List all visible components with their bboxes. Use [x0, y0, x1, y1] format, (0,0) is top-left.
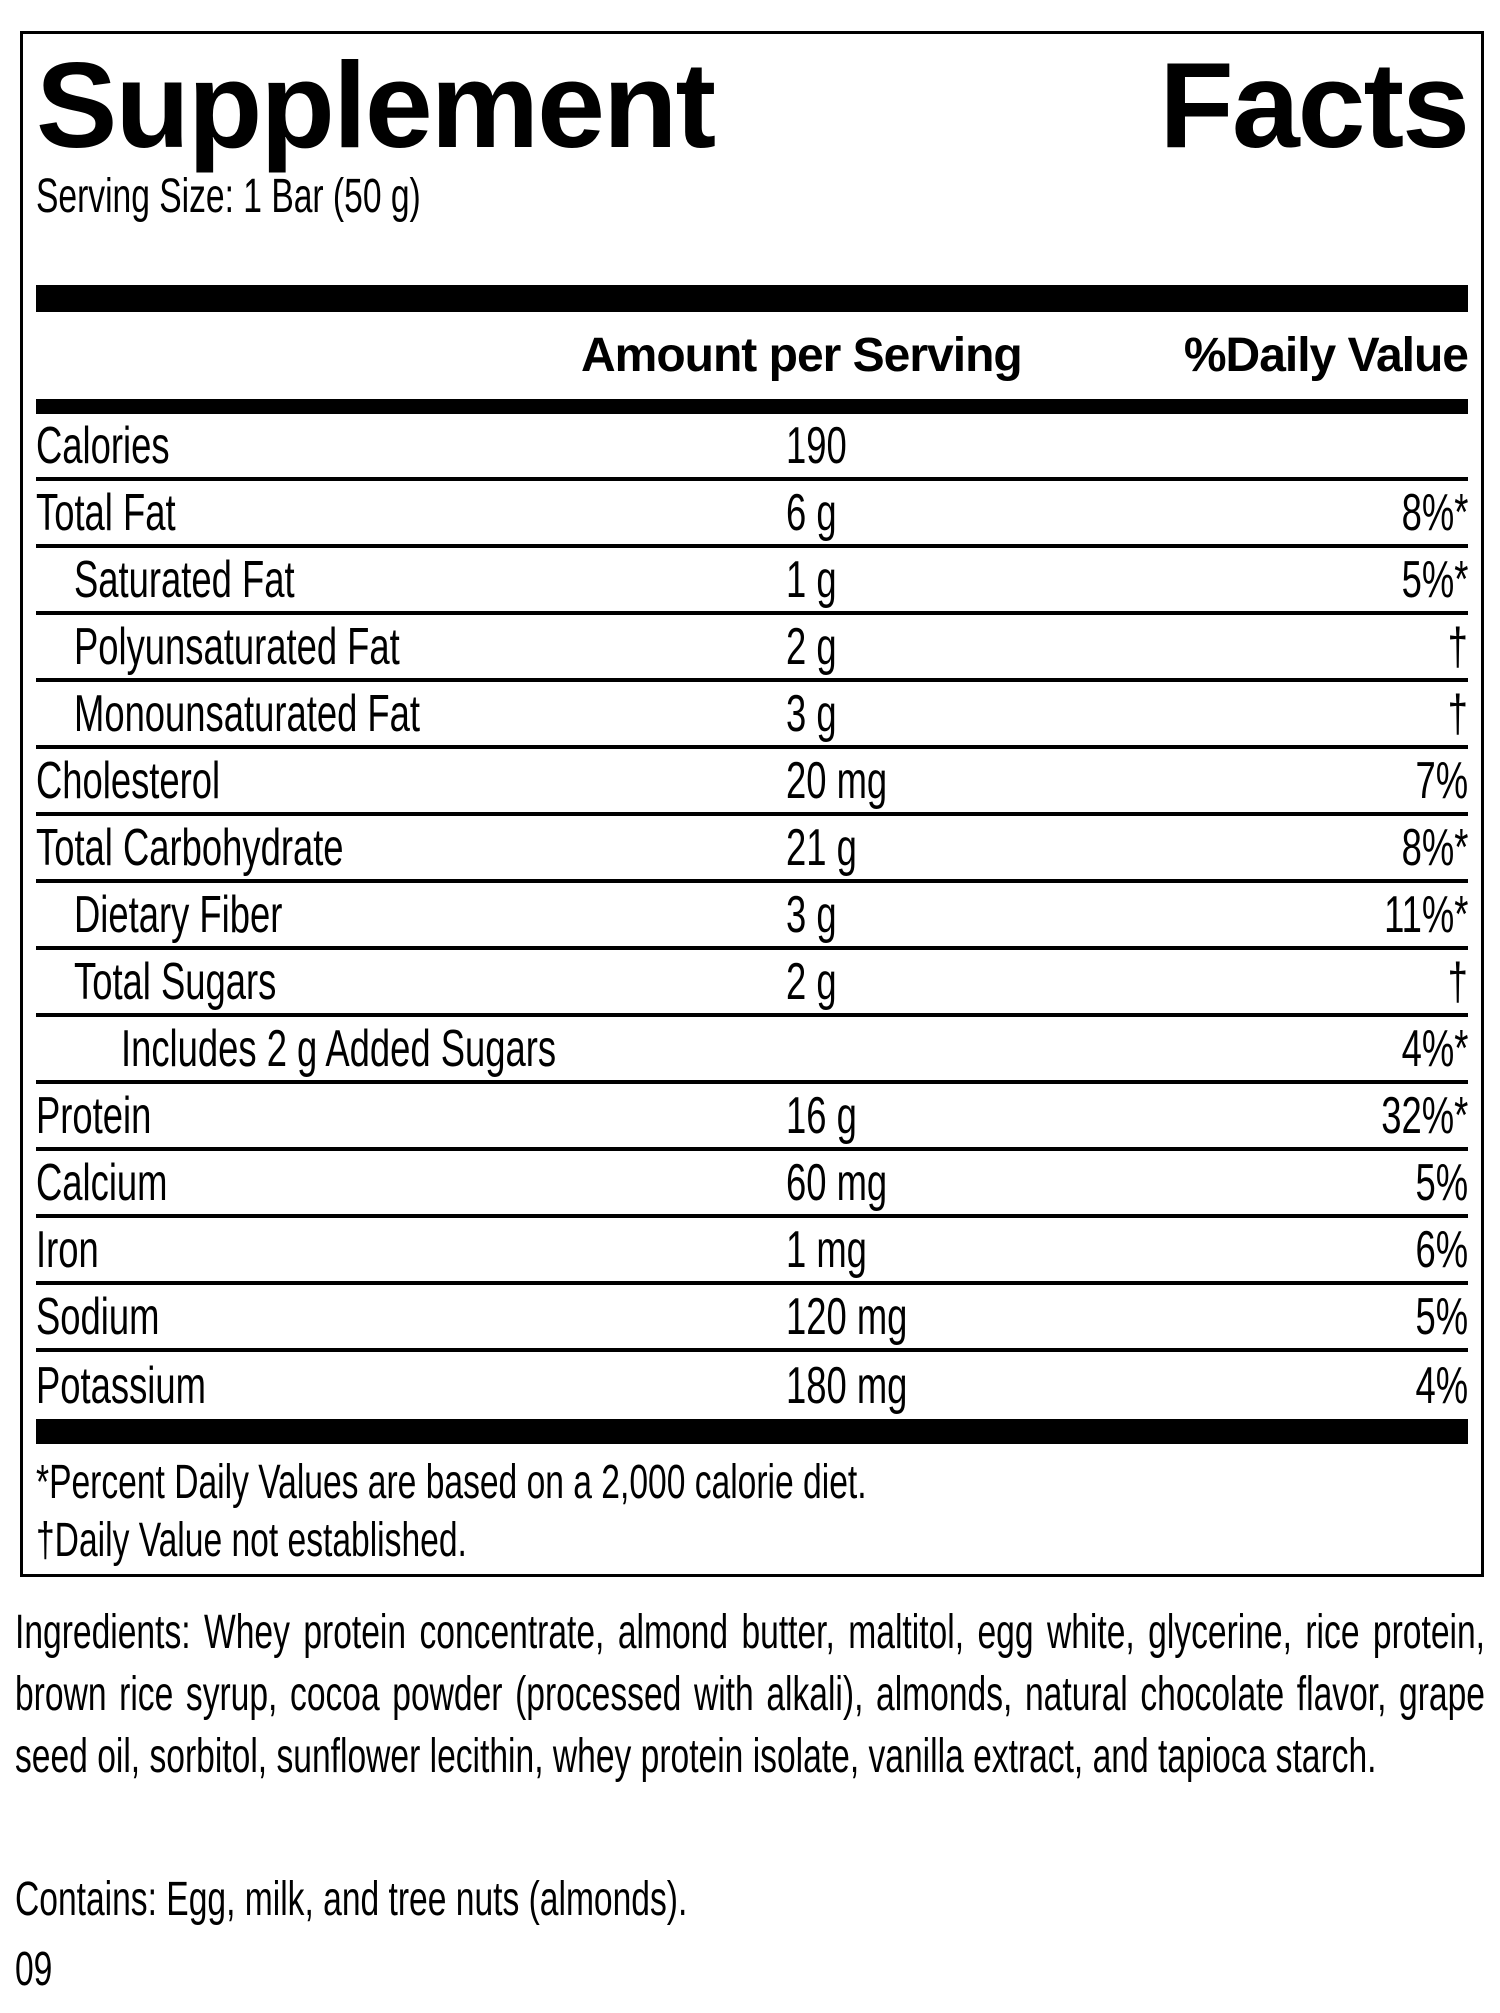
nutrient-amount: 20 mg	[786, 751, 888, 810]
nutrient-amount: 3 g	[786, 684, 837, 743]
table-row: Protein 16 g 32%*	[36, 1084, 1468, 1151]
nutrient-name: Sodium	[36, 1287, 160, 1346]
thick-divider-bottom	[36, 1419, 1468, 1444]
nutrient-amount: 2 g	[786, 617, 837, 676]
panel-title: Supplement Facts	[36, 37, 1470, 173]
nutrient-name: Total Sugars	[74, 952, 277, 1011]
nutrient-name: Monounsaturated Fat	[74, 684, 421, 743]
table-row: Dietary Fiber 3 g 11%*	[36, 883, 1468, 950]
nutrient-name: Saturated Fat	[74, 550, 295, 609]
table-row: Cholesterol 20 mg 7%	[36, 749, 1468, 816]
nutrient-name: Polyunsaturated Fat	[74, 617, 400, 676]
nutrient-name: Includes 2 g Added Sugars	[121, 1019, 557, 1078]
nutrient-amount: 2 g	[786, 952, 837, 1011]
footnotes: *Percent Daily Values are based on a 2,0…	[36, 1444, 1468, 1570]
title-word-facts: Facts	[1159, 37, 1470, 173]
allergen-statement: Contains: Egg, milk, and tree nuts (almo…	[15, 1873, 688, 1926]
nutrient-name: Cholesterol	[36, 751, 221, 810]
label-code: 09	[15, 1943, 53, 1996]
nutrient-daily-value: 4%	[1415, 1356, 1468, 1415]
nutrient-amount: 16 g	[786, 1086, 857, 1145]
nutrient-amount: 120 mg	[786, 1287, 908, 1346]
nutrient-table: Calories 190 Total Fat 6 g 8%* Saturated…	[36, 414, 1468, 1419]
thick-divider-header	[36, 399, 1468, 414]
table-row: Total Carbohydrate 21 g 8%*	[36, 816, 1468, 883]
daily-value-header: %Daily Value	[1183, 329, 1469, 382]
nutrient-amount: 180 mg	[786, 1356, 908, 1415]
nutrient-name: Protein	[36, 1086, 152, 1145]
nutrient-name: Potassium	[36, 1356, 206, 1415]
nutrient-name: Total Fat	[36, 483, 176, 542]
footnote-daily-values: *Percent Daily Values are based on a 2,0…	[36, 1456, 867, 1509]
nutrient-amount: 60 mg	[786, 1153, 888, 1212]
nutrient-daily-value: 32%*	[1380, 1086, 1468, 1145]
nutrient-daily-value: 8%*	[1401, 818, 1468, 877]
serving-size: Serving Size: 1 Bar (50 g)	[36, 170, 421, 223]
nutrient-name: Total Carbohydrate	[36, 818, 344, 877]
nutrient-daily-value: 5%	[1415, 1287, 1468, 1346]
title-word-supplement: Supplement	[36, 37, 716, 173]
nutrient-daily-value: 8%*	[1401, 483, 1468, 542]
nutrient-amount: 1 g	[786, 550, 837, 609]
nutrient-daily-value: 4%*	[1401, 1019, 1468, 1078]
nutrient-daily-value: 5%	[1415, 1153, 1468, 1212]
nutrient-daily-value: †	[1447, 952, 1468, 1011]
nutrient-name: Calories	[36, 416, 170, 475]
nutrient-amount: 21 g	[786, 818, 857, 877]
table-row: Polyunsaturated Fat 2 g †	[36, 615, 1468, 682]
nutrient-daily-value: †	[1447, 617, 1468, 676]
nutrient-daily-value: 7%	[1415, 751, 1468, 810]
nutrient-daily-value: 11%*	[1383, 885, 1468, 944]
table-row: Calcium 60 mg 5%	[36, 1151, 1468, 1218]
nutrient-amount: 190	[786, 416, 847, 475]
table-row: Iron 1 mg 6%	[36, 1218, 1468, 1285]
table-row: Monounsaturated Fat 3 g †	[36, 682, 1468, 749]
supplement-facts-panel: Supplement Facts Serving Size: 1 Bar (50…	[20, 31, 1484, 1577]
ingredients-paragraph: Ingredients: Whey protein concentrate, a…	[15, 1606, 1485, 1783]
nutrient-daily-value: †	[1447, 684, 1468, 743]
thick-divider-top	[36, 285, 1468, 312]
column-headers: Amount per Serving %Daily Value	[36, 312, 1469, 399]
nutrient-daily-value: 6%	[1415, 1220, 1468, 1279]
table-row: Total Fat 6 g 8%*	[36, 481, 1468, 548]
nutrient-amount: 6 g	[786, 483, 837, 542]
table-row: Potassium 180 mg 4%	[36, 1352, 1468, 1419]
nutrient-name: Calcium	[36, 1153, 168, 1212]
nutrient-amount: 3 g	[786, 885, 837, 944]
nutrient-amount: 1 mg	[786, 1220, 867, 1279]
amount-per-serving-header: Amount per Serving	[581, 329, 1023, 382]
table-row: Sodium 120 mg 5%	[36, 1285, 1468, 1352]
footnote-dagger: †Daily Value not established.	[36, 1514, 467, 1567]
nutrient-daily-value: 5%*	[1401, 550, 1468, 609]
nutrient-name: Dietary Fiber	[74, 885, 283, 944]
table-row: Calories 190	[36, 414, 1468, 481]
table-row: Includes 2 g Added Sugars 4%*	[36, 1017, 1468, 1084]
table-row: Saturated Fat 1 g 5%*	[36, 548, 1468, 615]
nutrient-name: Iron	[36, 1220, 99, 1279]
table-row: Total Sugars 2 g †	[36, 950, 1468, 1017]
